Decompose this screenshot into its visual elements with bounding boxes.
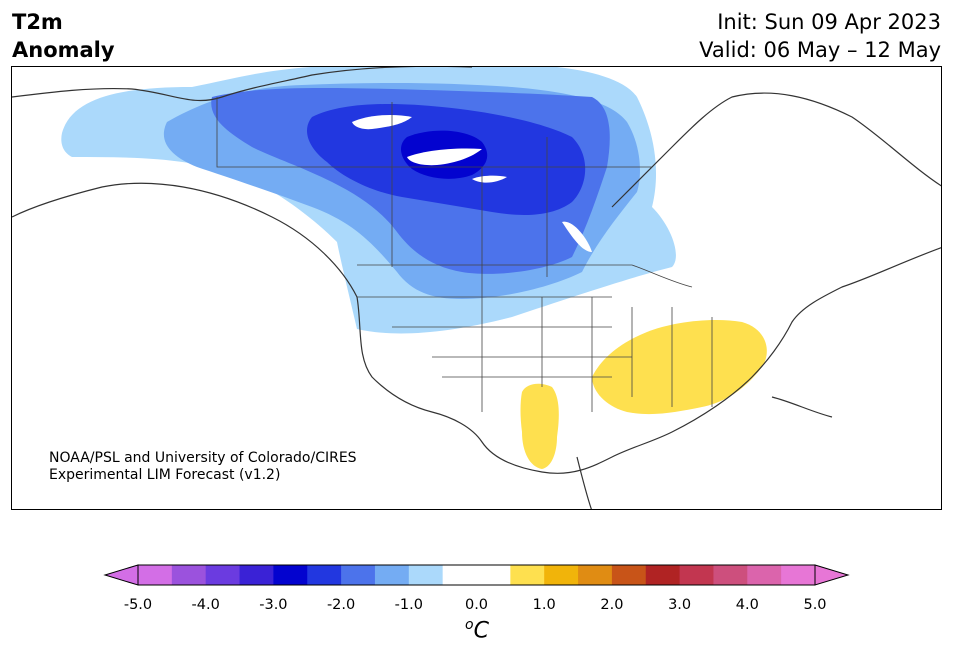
anomaly-contour-plus1 <box>592 320 767 415</box>
colorbar-tick-label: -3.0 <box>259 597 288 613</box>
colorbar-swatch <box>138 565 173 585</box>
colorbar-swatch <box>341 565 376 585</box>
colorbar-swatch <box>171 565 207 585</box>
init-date: Init: Sun 09 Apr 2023 <box>717 10 941 34</box>
colorbar-tick-label: -5.0 <box>123 597 153 613</box>
colorbar-max-extend <box>814 564 850 586</box>
colorbar-swatch <box>781 565 816 585</box>
colorbar-frame <box>137 564 816 586</box>
colorbar-swatch <box>205 565 241 585</box>
title-variable: T2m <box>12 10 63 34</box>
colorbar-swatch <box>510 565 545 585</box>
colorbar-swatch <box>374 565 410 585</box>
colorbar-swatch <box>307 565 342 585</box>
credit-line-2: Experimental LIM Forecast (v1.2) <box>49 467 281 483</box>
colorbar-tick-label: 5.0 <box>803 597 827 613</box>
colorbar-tick-label: -1.0 <box>394 597 423 613</box>
valid-period: Valid: 06 May – 12 May <box>699 38 941 62</box>
colorbar-swatch <box>239 565 274 585</box>
colorbar-swatch <box>679 565 714 585</box>
anomaly-contour-plus1 <box>520 383 559 469</box>
colorbar-swatch <box>442 565 477 585</box>
colorbar-tick-label: -2.0 <box>326 597 356 613</box>
colorbar-tick-label: 0.0 <box>464 597 489 613</box>
colorbar-swatch <box>747 565 782 585</box>
colorbar-tick-label: 4.0 <box>735 597 759 613</box>
colorbar <box>0 560 953 656</box>
chart-title: T2m Anomaly <box>12 8 115 64</box>
colorbar-swatch <box>611 565 647 585</box>
lake-shape <box>352 114 412 130</box>
colorbar-swatch <box>476 565 511 585</box>
colorbar-tick-label: 2.0 <box>600 597 624 613</box>
coastlines <box>12 67 941 509</box>
colorbar-min-extend <box>103 564 139 586</box>
colorbar-swatch <box>408 565 444 585</box>
map-canvas <box>12 67 941 509</box>
anomaly-map <box>11 66 942 510</box>
lake-shape <box>407 148 482 166</box>
lake-shape <box>562 221 592 252</box>
colorbar-tick-label: 3.0 <box>668 597 692 613</box>
lake-shape <box>472 175 507 183</box>
colorbar-swatch <box>645 565 681 585</box>
colorbar-swatch <box>713 565 748 585</box>
colorbar-swatches <box>103 564 850 586</box>
colorbar-unit: oC <box>465 617 489 643</box>
credit-text: NOAA/PSL and University of Colorado/CIRE… <box>49 450 357 484</box>
colorbar-swatch <box>578 565 613 585</box>
unit-superscript: o <box>465 617 474 633</box>
political-borders <box>216 97 713 412</box>
unit-label: C <box>473 618 489 644</box>
title-field: Anomaly <box>12 38 115 62</box>
credit-line-1: NOAA/PSL and University of Colorado/CIRE… <box>49 450 357 466</box>
colorbar-tick-label: -4.0 <box>191 597 220 613</box>
forecast-dates: Init: Sun 09 Apr 2023 Valid: 06 May – 12… <box>699 8 941 64</box>
colorbar-swatch <box>544 565 579 585</box>
colorbar-swatch <box>273 565 308 585</box>
colorbar-tick-label: 1.0 <box>532 597 556 613</box>
